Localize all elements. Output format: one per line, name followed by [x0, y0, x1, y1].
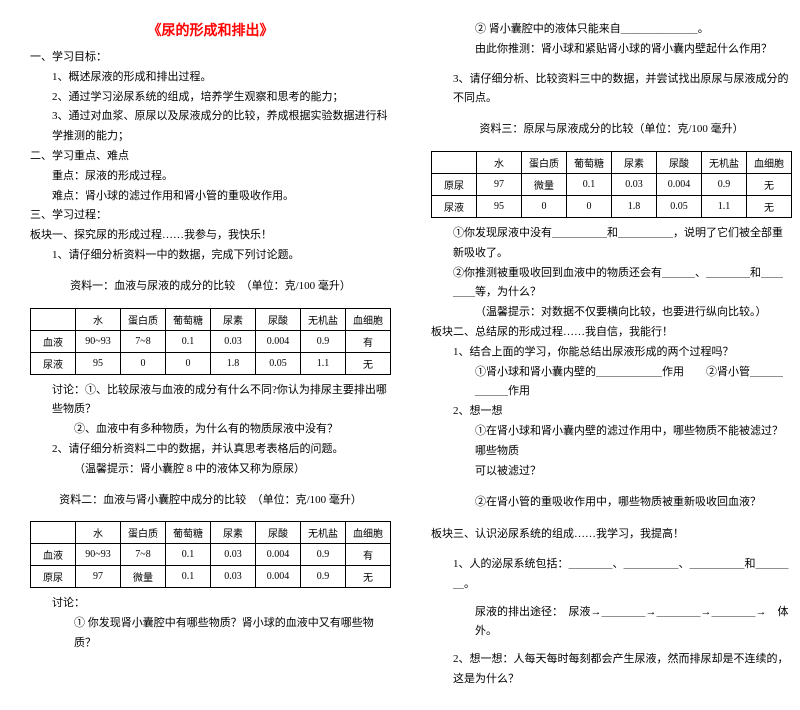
- discussion-text: ②、血液中有多种物质，为什么有的物质尿液中没有？: [30, 420, 391, 440]
- text-line: ①肾小球和肾小囊内壁的＿＿＿＿＿＿作用 ②肾小管＿＿＿＿＿＿作用: [431, 363, 792, 403]
- text-line: （温馨提示：肾小囊腔 8 中的液体又称为原尿）: [30, 460, 391, 480]
- text-line: 3、请仔细分析、比较资料三中的数据，并尝试找出原尿与尿液成分的不同点。: [431, 70, 792, 110]
- doc-title: 《尿的形成和排出》: [30, 20, 391, 40]
- text-line: ②在肾小管的重吸收作用中，哪些物质被重新吸收回血液？: [431, 493, 792, 513]
- table-row: 尿液95001.80.051.1无: [31, 352, 391, 374]
- text-line: 1、人的泌尿系统包括：＿＿＿＿、＿＿＿＿＿、＿＿＿＿＿和＿＿＿＿。: [431, 555, 792, 595]
- section-heading: 二、学习重点、难点: [30, 147, 391, 167]
- discussion-text: ① 你发现肾小囊腔中有哪些物质？肾小球的血液中又有哪些物质？: [30, 614, 391, 654]
- text-line: ①你发现尿液中没有＿＿＿＿＿和＿＿＿＿＿，说明了它们被全部重新吸收了。: [431, 224, 792, 264]
- text-line: 由此你推测：肾小球和紧贴肾小球的肾小囊内壁起什么作用？: [431, 40, 792, 60]
- table2: 水蛋白质葡萄糖尿素尿酸无机盐血细胞 血液90~937~80.10.030.004…: [30, 521, 391, 588]
- table-row: 水蛋白质葡萄糖尿素尿酸无机盐血细胞: [432, 151, 792, 173]
- text-line: 1、请仔细分析资料一中的数据，完成下列讨论题。: [30, 246, 391, 266]
- table-row: 原尿97微量0.10.030.0040.9无: [432, 173, 792, 195]
- table-row: 血液90~937~80.10.030.0040.9有: [31, 544, 391, 566]
- section-heading: 一、学习目标：: [30, 48, 391, 68]
- text-line: 2、请仔细分析资料二中的数据，并认真思考表格后的问题。: [30, 440, 391, 460]
- text-line: （温馨提示：对数据不仅要横向比较，也要进行纵向比较。）: [431, 303, 792, 323]
- block-heading: 板块一、探究尿的形成过程……我参与，我快乐！: [30, 226, 391, 246]
- table-cell: 葡萄糖: [166, 308, 211, 330]
- text-line: 尿液的排出途径： 尿液→＿＿＿＿→＿＿＿＿→＿＿＿＿→ 体外。: [431, 603, 792, 643]
- left-column: 《尿的形成和排出》 一、学习目标： 1、概述尿液的形成和排出过程。 2、通过学习…: [30, 20, 391, 690]
- table-cell: 无机盐: [301, 308, 346, 330]
- text-line: 2、想一想: [431, 402, 792, 422]
- table-cell: 尿素: [211, 308, 256, 330]
- table2-title: 资料二：血液与肾小囊腔中成分的比较 （单位：克/100 毫升）: [30, 491, 391, 511]
- table-cell: [31, 308, 76, 330]
- text-line: 难点：肾小球的滤过作用和肾小管的重吸收作用。: [30, 187, 391, 207]
- goal-item: 3、通过对血浆、原尿以及尿液成分的比较，养成根据实验数据进行科学推测的能力；: [30, 107, 391, 147]
- goal-item: 2、通过学习泌尿系统的组成，培养学生观察和思考的能力；: [30, 88, 391, 108]
- table-row: 尿液95001.80.051.1无: [432, 195, 792, 217]
- text-line: ②你推测被重吸收回到血液中的物质还会有＿＿＿、＿＿＿＿和＿＿＿＿等，为什么？: [431, 264, 792, 304]
- discussion-text: 讨论：①、比较尿液与血液的成分有什么不同?你认为排尿主要排出哪些物质？: [30, 381, 391, 421]
- goal-item: 1、概述尿液的形成和排出过程。: [30, 68, 391, 88]
- text-line: 重点：尿液的形成过程。: [30, 167, 391, 187]
- table-row: 原尿97微量0.10.030.0040.9无: [31, 566, 391, 588]
- table-cell: 血细胞: [346, 308, 391, 330]
- table-cell: 尿酸: [256, 308, 301, 330]
- block-heading: 板块二、总结尿的形成过程……我自信，我能行！: [431, 323, 792, 343]
- table-cell: 水: [76, 308, 121, 330]
- table-row: 水 蛋白质 葡萄糖 尿素 尿酸 无机盐 血细胞: [31, 308, 391, 330]
- text-line: 1、结合上面的学习，你能总结出尿液形成的两个过程吗？: [431, 343, 792, 363]
- text-line: ①在肾小球和肾小囊内壁的滤过作用中，哪些物质不能被滤过？哪些物质: [431, 422, 792, 462]
- table3: 水蛋白质葡萄糖尿素尿酸无机盐血细胞 原尿97微量0.10.030.0040.9无…: [431, 151, 792, 218]
- text-line: 可以被滤过？: [431, 462, 792, 482]
- table1-title: 资料一：血液与尿液的成分的比较 （单位：克/100 毫升）: [30, 277, 391, 297]
- table-cell: 蛋白质: [121, 308, 166, 330]
- table-row: 血液90~937~80.10.030.0040.9有: [31, 330, 391, 352]
- table3-title: 资料三：原尿与尿液成分的比较（单位：克/100 毫升）: [431, 120, 792, 140]
- section-heading: 三、学习过程：: [30, 206, 391, 226]
- block-heading: 板块三、认识泌尿系统的组成……我学习，我提高！: [431, 525, 792, 545]
- discussion-label: 讨论：: [30, 594, 391, 614]
- right-column: ② 肾小囊腔中的液体只能来自＿＿＿＿＿＿＿。 由此你推测：肾小球和紧贴肾小球的肾…: [431, 20, 792, 690]
- table1: 水 蛋白质 葡萄糖 尿素 尿酸 无机盐 血细胞 血液90~937~80.10.0…: [30, 308, 391, 375]
- text-line: 2、想一想：人每天每时每刻都会产生尿液，然而排尿却是不连续的，这是为什么？: [431, 650, 792, 690]
- table-row: 水蛋白质葡萄糖尿素尿酸无机盐血细胞: [31, 522, 391, 544]
- text-line: ② 肾小囊腔中的液体只能来自＿＿＿＿＿＿＿。: [431, 20, 792, 40]
